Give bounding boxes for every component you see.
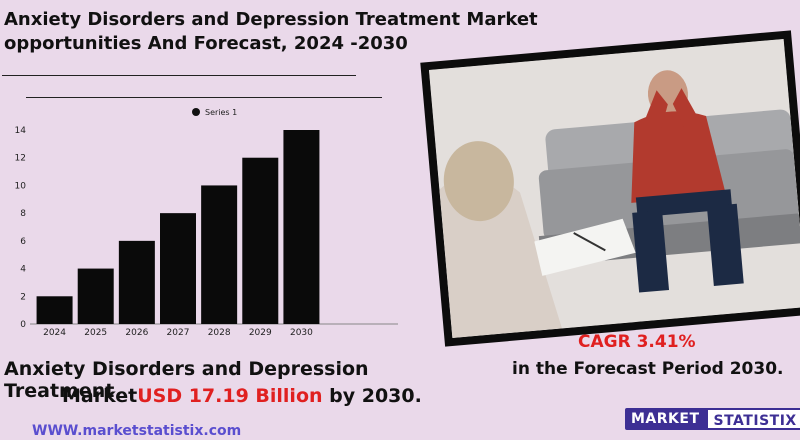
title-divider	[2, 75, 356, 76]
y-tick-label: 2	[20, 292, 26, 302]
bar	[242, 157, 279, 324]
logo-part-1: MARKET	[625, 408, 706, 430]
brand-logo: MARKET STATISTIX	[625, 408, 800, 430]
summary-suffix: by 2030.	[322, 385, 422, 407]
legend-label: Series 1	[205, 108, 237, 117]
title-line-1: Anxiety Disorders and Depression Treatme…	[4, 9, 538, 30]
market-size-value: USD 17.19 Billion	[137, 385, 323, 407]
therapy-session-photo	[428, 38, 800, 339]
y-tick-label: 6	[20, 237, 26, 247]
summary-market: Market	[62, 385, 138, 407]
bar	[118, 240, 155, 324]
bar-chart: 0 2 4 6 8 10 12 14 2024 2025 2026 2027 2028 2029 2030 S…	[15, 108, 398, 338]
x-tick-label: 2028	[208, 328, 231, 338]
bar	[77, 268, 114, 324]
website-link[interactable]: WWW.marketstatistix.com	[32, 423, 242, 439]
bar	[283, 130, 320, 324]
x-tick-label: 2024	[43, 328, 66, 338]
photo-frame	[420, 30, 800, 347]
x-tick-label: 2025	[84, 328, 107, 338]
y-tick-label: 8	[20, 209, 26, 219]
y-tick-label: 4	[20, 265, 26, 275]
forecast-period: in the Forecast Period 2030.	[512, 359, 784, 379]
bar	[160, 213, 196, 324]
bar	[36, 296, 73, 324]
bar	[201, 185, 238, 324]
page-title: Anxiety Disorders and Depression Treatme…	[4, 8, 564, 56]
y-tick-label: 0	[20, 320, 26, 330]
chart-top-divider	[26, 97, 382, 98]
summary-line-1: Anxiety Disorders and Depression Treatme…	[4, 358, 369, 402]
y-tick-label: 10	[15, 181, 27, 191]
y-tick-label: 14	[15, 126, 27, 136]
x-tick-label: 2029	[249, 328, 272, 338]
y-tick-label: 12	[15, 154, 26, 164]
photo-illustration	[428, 38, 800, 339]
x-tick-label: 2030	[290, 328, 313, 338]
title-line-2: opportunities And Forecast, 2024 -2030	[4, 33, 408, 54]
logo-part-2: STATISTIX	[705, 408, 800, 430]
cagr-value: CAGR 3.41%	[578, 332, 696, 352]
legend-marker	[192, 108, 200, 116]
summary-line-2: MarketUSD 17.19 Billion by 2030.	[62, 385, 422, 407]
x-tick-label: 2026	[125, 328, 148, 338]
x-tick-label: 2027	[167, 328, 190, 338]
